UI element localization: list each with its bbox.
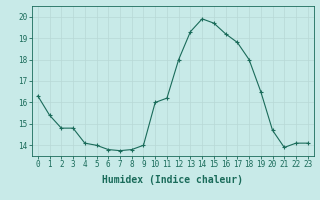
X-axis label: Humidex (Indice chaleur): Humidex (Indice chaleur) [102, 175, 243, 185]
